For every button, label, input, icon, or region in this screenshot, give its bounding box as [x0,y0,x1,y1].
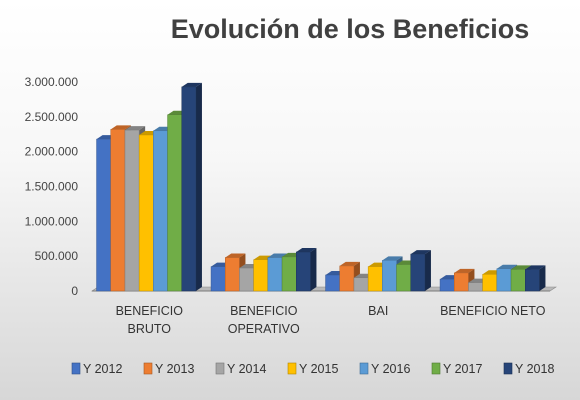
x-category-label: BRUTO [127,322,171,336]
legend-swatch [287,362,297,375]
bar [510,269,526,292]
bar-top [496,264,518,269]
y-tick-label: 500.000 [35,249,79,263]
bar [110,129,126,292]
bar [367,266,383,292]
bar [138,134,154,292]
bar [239,267,254,292]
bar-side [539,265,546,291]
bar [167,114,183,292]
bar [281,256,297,292]
legend-label: Y 2015 [299,362,338,376]
legend-swatch [503,362,513,375]
bar [396,264,411,292]
x-category-label: BAI [368,304,388,318]
y-tick-label: 2.500.000 [25,110,79,124]
x-category-label: BENEFICIO [116,304,184,318]
bar [181,86,197,292]
bar-top [410,250,431,255]
bar-top [296,247,317,252]
bar [96,138,112,292]
y-tick-label: 1.000.000 [25,214,79,228]
bar-top [525,265,546,270]
bar [253,259,269,292]
bar [225,257,240,292]
bar [454,272,469,292]
bar-top [181,82,202,87]
bar-top [382,256,403,261]
bar-top [124,126,146,131]
legend-label: Y 2013 [155,362,194,376]
legend-swatch [143,362,153,375]
bar-top [110,125,131,130]
legend-label: Y 2012 [83,362,122,376]
x-category-label: OPERATIVO [228,322,300,336]
legend-label: Y 2014 [227,362,266,376]
legend-label: Y 2016 [371,362,410,376]
bar [339,265,355,292]
bar [382,260,397,292]
bar [296,251,311,292]
bar [210,266,226,292]
x-category-label: BENEFICIO [230,304,298,318]
y-tick-label: 2.000.000 [25,145,79,159]
bar [325,274,340,292]
x-category-label: BENEFICIO NETO [440,304,546,318]
bar-top [339,261,360,266]
bar [482,274,498,292]
bar-top [225,253,246,258]
legend-swatch [71,362,81,375]
bar [267,257,283,292]
legend-swatch [431,362,441,375]
y-tick-label: 3.000.000 [25,75,79,89]
legend-swatch [359,362,369,375]
bar [525,269,540,292]
bar [353,277,369,292]
legend-label: Y 2017 [443,362,482,376]
bar-top [454,268,475,273]
bar-side [310,247,317,291]
bar [496,268,512,292]
bar [468,282,483,292]
chart-title: Evolución de los Beneficios [170,14,530,44]
legend-label: Y 2018 [515,362,554,376]
legend-swatch [215,362,225,375]
bar [439,278,455,292]
y-tick-label: 1.500.000 [25,180,79,194]
bar [153,130,168,292]
bar [124,129,140,292]
bar-side [195,82,202,291]
bar-side [424,250,431,291]
bar [410,253,426,292]
y-tick-label: 0 [71,284,78,298]
bar-top [511,265,532,270]
